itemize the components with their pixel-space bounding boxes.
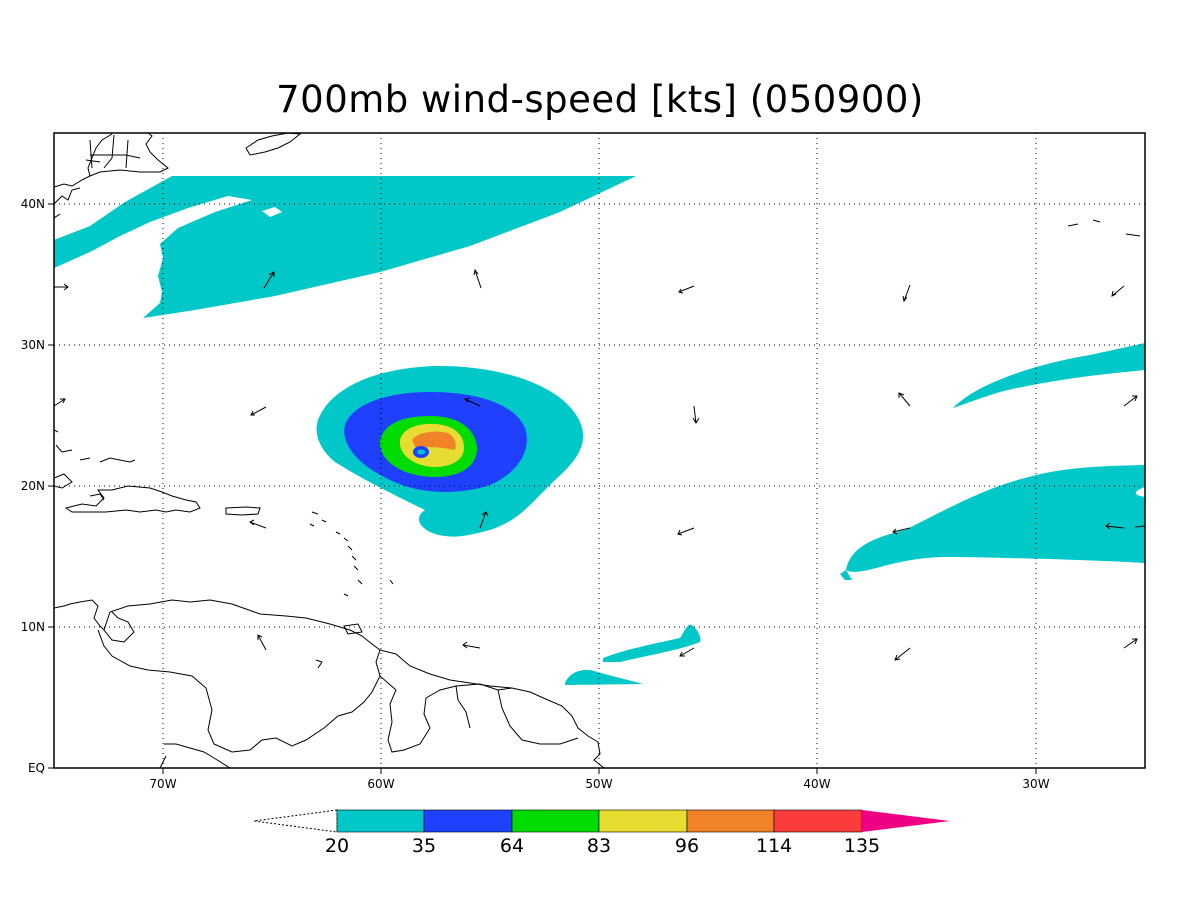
wind-vector [257,634,267,651]
wind-vector [692,405,700,424]
east-jet-upper [953,343,1145,408]
colorbar-bin-20-35 [336,809,425,833]
hispaniola [64,485,201,513]
north-america-borders [85,134,141,169]
colorbar-bin-83-96 [598,809,688,833]
wind-vector [249,519,267,529]
colorbar-level-label: 83 [587,835,611,857]
wind-vector [473,268,482,289]
colorbar-level-label: 114 [756,835,792,857]
colorbar-level-label: 20 [325,835,349,857]
wind-vector [894,647,911,661]
colorbar: 20 35 64 83 96 114 135 [253,809,950,857]
x-tick-label: 50W [585,777,612,791]
colorbar-level-label: 96 [675,835,699,857]
gridlines [54,133,1145,768]
x-tick-label: 30W [1022,777,1049,791]
tropical-patch-south [603,624,701,662]
eastern-atlantic-islands [1067,219,1141,237]
wind-vector [250,406,267,416]
wind-vectors [53,268,1146,661]
south-america-borders [97,629,579,768]
tropical-patch-southwest [565,669,643,685]
east-jet-lower [846,465,1145,572]
northwest-jet-hole [262,207,282,217]
y-tick-label: 10N [21,620,45,634]
wind-vector [1123,395,1138,407]
x-tick-label: 70W [149,777,176,791]
nova-scotia [245,133,302,156]
colorbar-bin-114-135 [773,809,863,833]
colorbar-above-max [862,810,950,832]
chart-title: 700mb wind-speed [kts] (050900) [276,78,924,121]
wind-vector [1105,522,1125,530]
y-tick-label: 40N [21,197,45,211]
wind-vector [479,511,489,529]
colorbar-bin-64-83 [511,809,600,833]
shaded-wind-speed [54,176,1145,685]
cuba [54,429,136,489]
colorbar-level-label: 135 [844,835,880,857]
x-tick-label: 40W [803,777,830,791]
colorbar-level-label: 64 [500,835,524,857]
puerto-rico [225,506,261,516]
wind-vector [677,527,695,536]
wind-vector [1123,638,1138,649]
wind-vector [898,392,911,407]
lesser-antilles [309,511,394,597]
wind-vector [1134,525,1146,528]
wind-vector [463,397,481,407]
colorbar-bin-35-64 [423,809,513,833]
y-tick-label: 20N [21,479,45,493]
tick-marks [48,203,1037,774]
hurricane-eye [417,449,425,455]
trinidad [315,623,363,669]
north-america-coast [54,133,169,219]
colorbar-level-label: 35 [412,835,436,857]
y-tick-label: EQ [28,761,45,775]
hurricane-ring-96 [412,431,456,450]
x-tick-label: 60W [367,777,394,791]
northwest-jet-band [54,176,636,318]
wind-vector [263,271,275,289]
wind-vector [678,285,695,294]
wind-vector [679,647,695,657]
wind-vector [902,284,911,303]
wind-vector [462,641,481,649]
east-jet-speck [840,570,852,580]
maracaibo [103,611,135,643]
y-tick-label: 30N [21,338,45,352]
wind-vector [892,527,911,535]
colorbar-bin-96-114 [686,809,775,833]
south-america-coast [54,599,605,768]
colorbar-below-min [253,809,338,833]
wind-vector [53,398,66,407]
wind-vector [1111,285,1125,297]
wind-vector [54,283,69,291]
coastlines [54,133,1141,768]
